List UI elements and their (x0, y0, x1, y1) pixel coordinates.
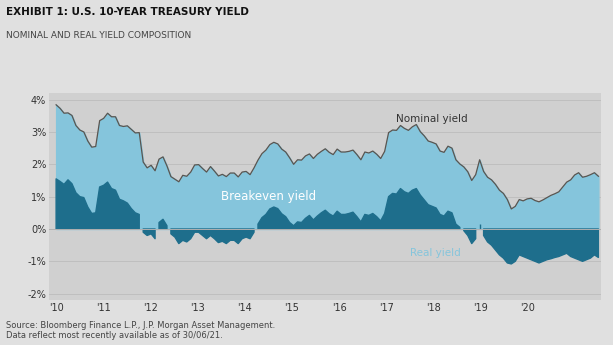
Text: Breakeven yield: Breakeven yield (221, 190, 316, 203)
Text: Nominal yield: Nominal yield (395, 114, 467, 124)
Text: Source: Bloomberg Finance L.P., J.P. Morgan Asset Management.
Data reflect most : Source: Bloomberg Finance L.P., J.P. Mor… (6, 321, 275, 340)
Text: NOMINAL AND REAL YIELD COMPOSITION: NOMINAL AND REAL YIELD COMPOSITION (6, 31, 191, 40)
Text: EXHIBIT 1: U.S. 10-YEAR TREASURY YIELD: EXHIBIT 1: U.S. 10-YEAR TREASURY YIELD (6, 7, 249, 17)
Text: Real yield: Real yield (409, 248, 460, 258)
